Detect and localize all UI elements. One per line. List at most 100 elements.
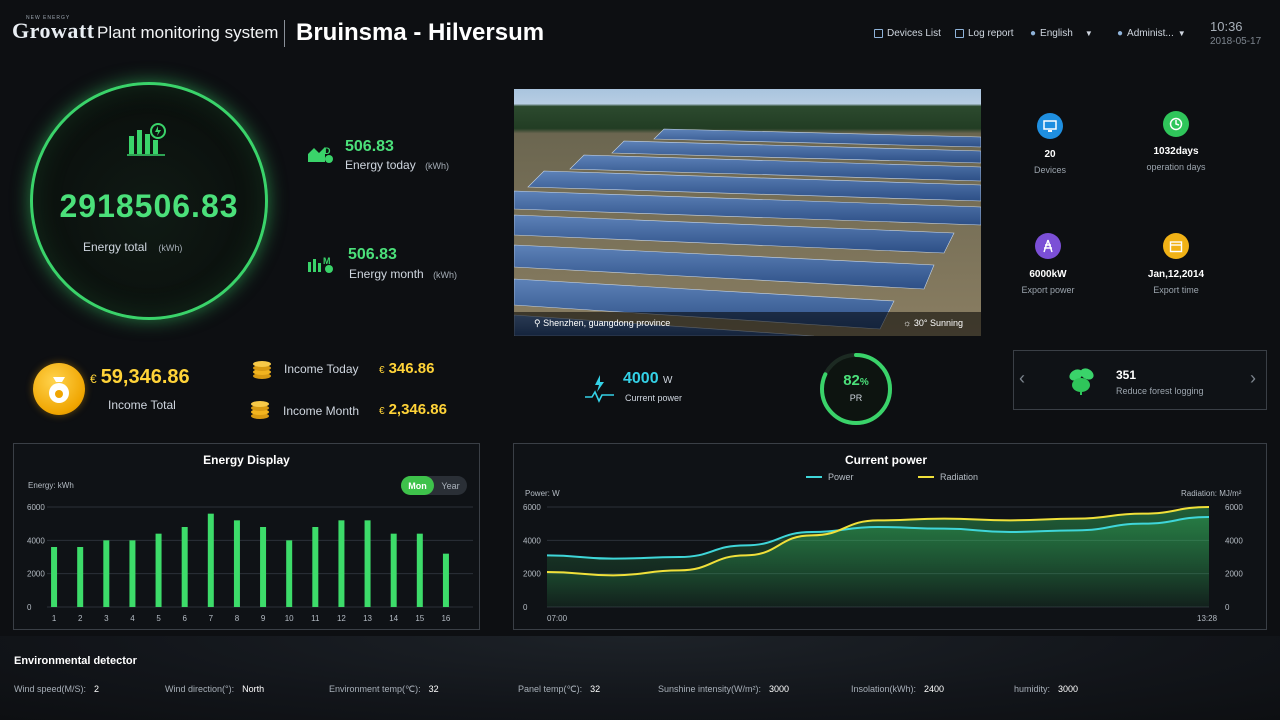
y-tick-label: 4000 xyxy=(27,536,45,545)
coin-stack-icon xyxy=(253,361,271,379)
export-power-value: 6000kW xyxy=(1029,269,1067,280)
energy-today-value: 506.83 xyxy=(345,138,394,155)
env-item-value: 2 xyxy=(94,684,100,694)
power-axis-caption: Power: W xyxy=(525,489,560,498)
env-item-value: 32 xyxy=(428,684,439,694)
devices-list-label: Devices List xyxy=(887,28,941,39)
lightning-pulse-icon xyxy=(585,375,614,403)
current-power-number: 4000 xyxy=(623,370,659,387)
income-today-amount: 346.86 xyxy=(388,360,435,377)
language-label: English xyxy=(1040,28,1073,39)
bar xyxy=(155,533,162,607)
y-tick-label: 4000 xyxy=(523,536,541,545)
x-tick-label: 8 xyxy=(235,614,240,623)
current-power-unit: W xyxy=(663,375,673,386)
power-tower-icon xyxy=(1035,233,1061,259)
x-tick-label: 10 xyxy=(285,614,294,623)
x-tick-label: 15 xyxy=(415,614,424,623)
log-report-label: Log report xyxy=(968,28,1014,39)
header-divider xyxy=(284,20,285,47)
env-item-label: Panel temp(℃): xyxy=(518,684,583,694)
bar xyxy=(442,553,449,607)
income-total-label: Income Total xyxy=(108,398,176,412)
pr-value: 82% xyxy=(818,372,894,389)
user-icon: ● xyxy=(1117,28,1124,39)
export-power-label: Export power xyxy=(1021,285,1075,295)
y-tick-label: 0 xyxy=(523,603,528,612)
energy-month-unit: (kWh) xyxy=(433,270,458,280)
energy-month-value: 506.83 xyxy=(348,246,397,263)
export-time-value: Jan,12,2014 xyxy=(1147,269,1205,280)
plant-name: Bruinsma - Hilversum xyxy=(296,19,545,46)
x-tick-label: 2 xyxy=(78,614,83,623)
toggle-year[interactable]: Year xyxy=(441,480,460,491)
env-item: humidity: 3000 xyxy=(1014,684,1078,694)
x-tick-label: 13 xyxy=(363,614,372,623)
env-item-label: Sunshine intensity(W/m²): xyxy=(658,684,762,694)
export-power-stat: 6000kW Export power xyxy=(1012,233,1084,295)
income-month-amount: 2,346.86 xyxy=(388,401,447,418)
energy-chart-icon xyxy=(127,123,166,156)
bar xyxy=(338,520,345,607)
legend-radiation-label: Radiation xyxy=(940,472,979,482)
solar-panels-image xyxy=(514,128,981,336)
x-tick-label: 4 xyxy=(130,614,135,623)
env-item-value: 2400 xyxy=(924,684,945,694)
coin-stack-icon xyxy=(251,401,269,419)
current-power-label: Current power xyxy=(625,393,683,403)
legend-power-swatch xyxy=(806,476,822,478)
location-pin-icon: ⚲ xyxy=(534,318,541,328)
env-item-label: Wind direction(°): xyxy=(165,684,235,694)
devices-list-link[interactable]: Devices List xyxy=(874,28,941,39)
svg-text:D: D xyxy=(324,146,331,156)
y-tick-label: 2000 xyxy=(523,570,541,579)
x-tick-label: 11 xyxy=(311,614,320,623)
env-item-value: 3000 xyxy=(1058,684,1079,694)
energy-display-panel xyxy=(13,443,480,630)
legend-power-label: Power xyxy=(828,472,854,482)
chevron-right-icon[interactable]: › xyxy=(1250,368,1256,388)
pr-number: 82 xyxy=(843,372,860,389)
svg-text:M: M xyxy=(323,256,331,266)
env-item: Sunshine intensity(W/m²): 3000 xyxy=(658,684,789,694)
x-tick-label: 1 xyxy=(52,614,57,623)
energy-total-label: Energy total (kWh) xyxy=(83,240,182,254)
log-report-icon xyxy=(955,29,964,38)
devices-value: 20 xyxy=(1044,149,1056,160)
toggle-month[interactable]: Mon xyxy=(401,476,434,495)
env-item-label: humidity: xyxy=(1014,684,1051,694)
language-select[interactable]: ● English ▼ xyxy=(1030,28,1093,39)
log-report-link[interactable]: Log report xyxy=(955,28,1014,39)
devices-list-icon xyxy=(874,29,883,38)
monitor-icon xyxy=(1037,113,1063,139)
user-menu[interactable]: ● Administ... ▼ xyxy=(1117,28,1186,39)
energy-display-title: Energy Display xyxy=(203,453,290,467)
radiation-line xyxy=(546,506,1210,577)
env-item: Wind speed(M/S): 2 xyxy=(14,684,99,694)
y2-tick-label: 2000 xyxy=(1225,570,1243,579)
chevron-down-icon: ▼ xyxy=(1177,29,1186,38)
bar xyxy=(364,520,371,607)
bar xyxy=(129,540,136,607)
current-power-value: 4000 W xyxy=(623,370,673,388)
bar xyxy=(181,527,188,607)
energy-today-unit: (kWh) xyxy=(425,161,450,171)
x-tick-label: 14 xyxy=(389,614,398,623)
period-toggle[interactable]: Mon Year xyxy=(401,476,467,495)
energy-today-label: Energy today (kWh) xyxy=(345,158,449,172)
x-tick-label: 07:00 xyxy=(547,614,568,623)
income-today-currency: € xyxy=(379,365,385,376)
y2-tick-label: 0 xyxy=(1225,603,1230,612)
legend-radiation: Radiation xyxy=(918,472,978,482)
energy-today-text: Energy today xyxy=(345,158,416,172)
legend-radiation-swatch xyxy=(918,476,934,478)
current-power-chart-title: Current power xyxy=(844,453,927,467)
chevron-left-icon[interactable]: ‹ xyxy=(1019,368,1025,388)
y2-tick-label: 6000 xyxy=(1225,503,1243,512)
income-month-label: Income Month xyxy=(283,404,360,418)
operation-days-value: 1032days xyxy=(1153,146,1199,157)
env-item: Panel temp(℃): 32 xyxy=(518,684,600,695)
forest-value: 351 xyxy=(1116,368,1137,382)
income-total-amount: 59,346.86 xyxy=(100,366,190,388)
photo-weather: ☼ 30° Sunning xyxy=(903,318,963,328)
